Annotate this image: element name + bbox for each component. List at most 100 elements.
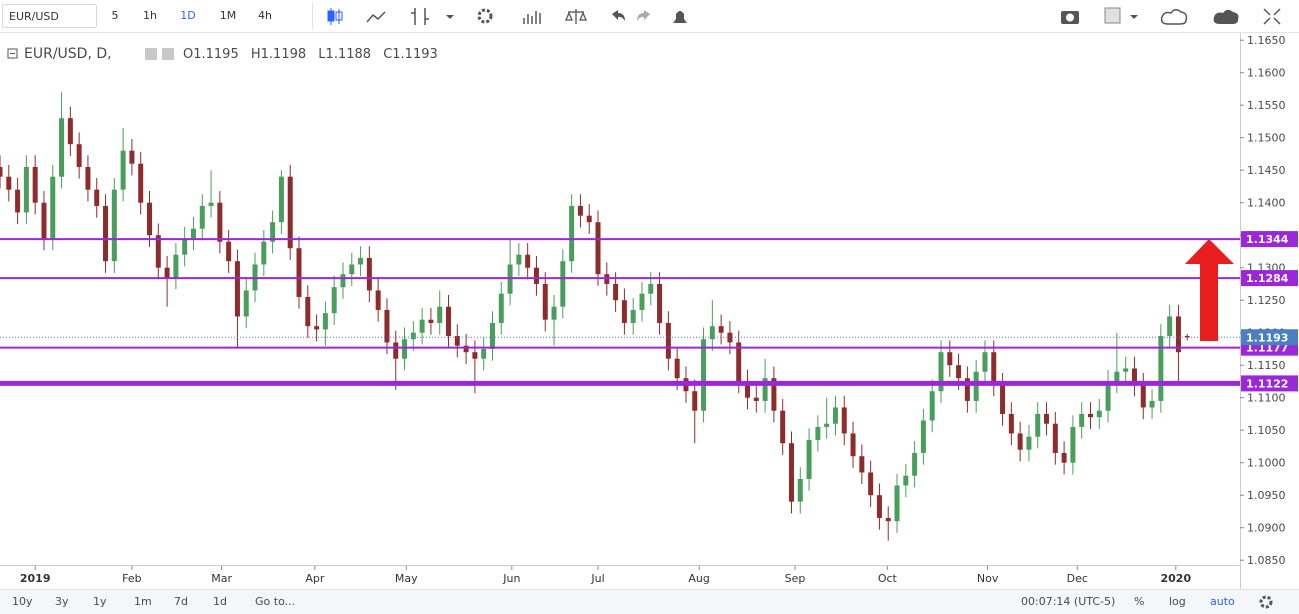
range-button[interactable]: 1m <box>134 595 152 608</box>
candle-body <box>1079 413 1085 427</box>
settings-button[interactable] <box>1258 594 1274 610</box>
scale-option[interactable]: auto <box>1210 595 1235 608</box>
candle-body <box>560 261 566 307</box>
range-button[interactable]: 1d <box>213 595 227 608</box>
candle-body <box>551 306 557 320</box>
candle-body <box>595 222 601 275</box>
ohlc-label: H <box>251 47 261 62</box>
settings-button[interactable] <box>477 8 493 24</box>
legend-title: EUR/USD, D, <box>24 46 112 62</box>
interval-button[interactable]: 4h <box>258 9 272 22</box>
candle-body <box>243 290 249 317</box>
alert-button[interactable] <box>673 11 687 23</box>
fullscreen-button[interactable] <box>1263 8 1281 25</box>
candle-body <box>199 205 205 229</box>
candle-body <box>621 300 627 323</box>
candle-body <box>657 283 663 323</box>
candle-body <box>1131 368 1137 385</box>
x-tick-label: May <box>395 572 418 585</box>
candle-body <box>1114 371 1120 382</box>
ohlc-label: O <box>183 47 193 62</box>
legend-ohlc: O1.1195 H1.1198 L1.1188 C1.1193 <box>183 47 438 62</box>
candle-body <box>753 397 759 401</box>
y-tick-label: 1.1650 <box>1247 34 1286 47</box>
candle-body <box>32 166 38 203</box>
x-tick-label: Dec <box>1067 572 1088 585</box>
candle-body <box>894 485 900 522</box>
indicators-button[interactable] <box>523 11 541 24</box>
candle-body <box>481 348 487 359</box>
scale-option[interactable]: log <box>1169 595 1186 608</box>
scale-option[interactable]: % <box>1134 595 1145 608</box>
candle-type-button[interactable] <box>327 8 343 25</box>
candle-body <box>1167 316 1173 336</box>
ohlc-value: 1.1198 <box>261 47 307 62</box>
candle-body <box>674 358 680 379</box>
candle-body <box>261 241 267 265</box>
candle-body <box>1000 384 1006 414</box>
candle-body <box>956 365 962 379</box>
candle-body <box>648 283 654 294</box>
candle-body <box>358 257 364 265</box>
y-tick-label: 1.0850 <box>1247 554 1286 567</box>
candle-body <box>885 517 891 522</box>
snapshot-button[interactable] <box>1061 11 1079 24</box>
dropdown[interactable] <box>446 15 454 19</box>
candle-body <box>533 267 539 284</box>
indicator-button[interactable] <box>366 11 386 23</box>
candle-body <box>577 205 583 216</box>
candle-body <box>859 456 865 473</box>
x-tick-label: Mar <box>211 572 232 585</box>
candle-body <box>111 189 117 262</box>
separator <box>312 3 313 30</box>
candle-body <box>525 254 531 268</box>
x-tick-label: Jul <box>590 572 604 585</box>
candle-body <box>1044 413 1050 424</box>
interval-button[interactable]: 1h <box>143 9 157 22</box>
symbol-search[interactable]: EUR/USD <box>2 4 97 28</box>
candle-body <box>639 293 645 310</box>
candle-body <box>745 381 751 398</box>
undo-button[interactable] <box>612 10 625 21</box>
range-button[interactable]: 10y <box>12 595 33 608</box>
balance-button[interactable] <box>565 9 587 24</box>
candle-body <box>0 166 3 177</box>
candle-body <box>1087 413 1093 418</box>
settings-icon[interactable] <box>162 48 174 60</box>
candle-body <box>832 407 838 424</box>
candle-body <box>815 426 821 440</box>
range-button[interactable]: 3y <box>55 595 69 608</box>
candle-body <box>762 378 768 401</box>
interval-button[interactable]: 1D <box>180 9 196 22</box>
x-tick-label: Apr <box>305 572 325 585</box>
bottom-bar: 10y 3y 1y 1m 7d 1d Go to... 00:07:14 (UTC-5) … <box>0 589 1299 614</box>
candle-body <box>542 283 548 320</box>
range-button[interactable]: 1y <box>93 595 107 608</box>
candle-body <box>797 478 803 502</box>
x-tick-label: Feb <box>122 572 141 585</box>
interval-button[interactable]: 1M <box>219 9 237 22</box>
candle-body <box>788 443 794 502</box>
range-button[interactable]: 7d <box>174 595 188 608</box>
redo-button[interactable] <box>637 10 650 21</box>
toolbar-icons <box>327 8 687 25</box>
interval-button[interactable]: 5 <box>111 9 119 22</box>
candle-body <box>498 293 504 323</box>
y-tick-label: 1.1550 <box>1247 99 1286 112</box>
candle-body <box>147 202 153 236</box>
load-layout-button[interactable] <box>1160 9 1188 25</box>
candle-body <box>76 144 82 167</box>
collapse-icon[interactable] <box>7 48 18 59</box>
y-tick-label: 1.1250 <box>1247 294 1286 307</box>
dropdown[interactable] <box>1130 15 1138 19</box>
candle-body <box>876 495 882 518</box>
compare-button[interactable] <box>411 8 429 25</box>
save-layout-button[interactable] <box>1213 9 1239 24</box>
up-arrow <box>1185 239 1234 341</box>
candle-body <box>938 352 944 392</box>
eye-icon[interactable] <box>145 48 157 60</box>
color-button[interactable] <box>1104 7 1121 24</box>
candle-body <box>23 166 29 213</box>
goto-button[interactable]: Go to... <box>255 595 296 608</box>
